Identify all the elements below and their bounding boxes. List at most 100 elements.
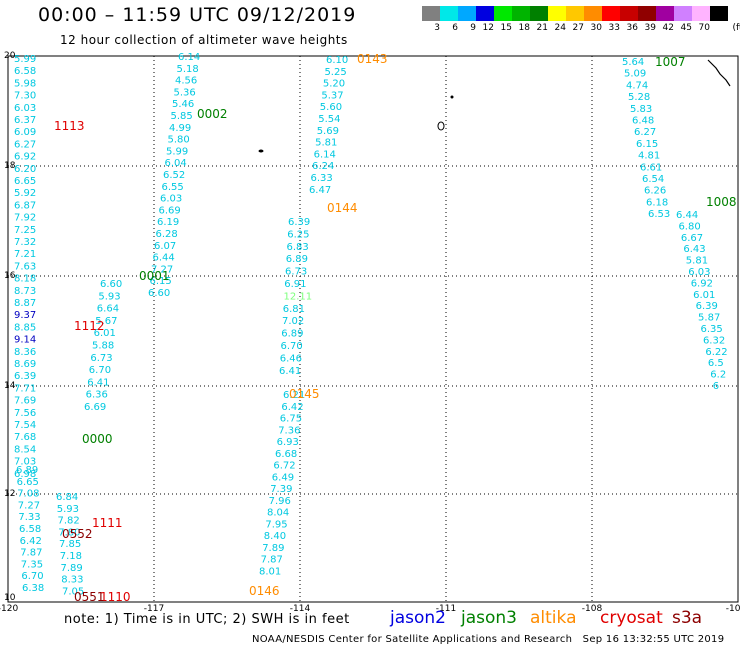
coastline xyxy=(707,59,731,87)
wave-height-value: 6.73 xyxy=(285,267,307,278)
legend-swatch xyxy=(710,6,729,21)
wave-height-value: 6.38 xyxy=(22,583,44,594)
wave-height-value: 6.98 xyxy=(14,469,36,480)
wave-height-value: 6.39 xyxy=(14,371,36,382)
wave-height-value: 6.35 xyxy=(701,324,723,335)
wave-height-value: 6.80 xyxy=(678,221,700,232)
legend-label: 15 xyxy=(500,23,512,33)
footer-credit: NOAA/NESDIS Center for Satellite Applica… xyxy=(252,634,725,645)
wave-height-value: 5.67 xyxy=(95,316,117,327)
wave-height-value: 6.64 xyxy=(97,304,119,315)
wave-height-value: 6.21 xyxy=(283,390,305,401)
wave-height-value: 6.89 xyxy=(286,254,308,265)
wave-height-value: 7.32 xyxy=(14,237,36,248)
wave-height-value: 6.53 xyxy=(648,209,670,220)
wave-height-value: 6.42 xyxy=(20,536,42,547)
track-time-label: 0552 xyxy=(62,527,93,541)
island-marker xyxy=(437,121,445,131)
wave-height-value: 6.46 xyxy=(280,353,302,364)
lat-tick-label: 20 xyxy=(4,51,16,61)
lon-tick-label: -117 xyxy=(144,604,164,614)
wave-height-value: 6.69 xyxy=(84,402,106,413)
wave-height-value: 7.71 xyxy=(14,383,36,394)
wave-height-value: 6.92 xyxy=(691,278,713,289)
wave-height-value: 5.54 xyxy=(318,114,340,125)
wave-height-value: 5.69 xyxy=(317,126,339,137)
wave-height-value: 4.99 xyxy=(169,123,191,134)
track-time-label: 0002 xyxy=(197,107,228,121)
lon-tick-label: -108 xyxy=(582,604,603,614)
wave-height-value: 6.65 xyxy=(14,176,36,187)
wave-height-value: 6.84 xyxy=(56,492,78,503)
track-time-label: 0145 xyxy=(289,387,320,401)
wave-height-value: 6.14 xyxy=(178,52,200,63)
legend-label: 33 xyxy=(608,23,620,33)
wave-height-value: 5.46 xyxy=(172,99,194,110)
wave-height-value: 6.89 xyxy=(281,329,303,340)
lon-tick-label: -111 xyxy=(436,604,456,614)
wave-height-value: 6.15 xyxy=(636,139,658,150)
wave-height-value: 5.99 xyxy=(14,54,36,65)
wave-height-value: 6.68 xyxy=(275,449,297,460)
wave-height-value: 6.15 xyxy=(150,276,172,287)
wave-height-value: 9.37 xyxy=(14,310,36,321)
legend-label: 39 xyxy=(644,23,656,33)
wave-height-value: 7.36 xyxy=(278,425,300,436)
wave-height-value: 8.18 xyxy=(14,274,36,285)
wave-height-value: 6.22 xyxy=(705,347,727,358)
wave-height-value: 6.03 xyxy=(160,194,182,205)
wave-height-value: 7.68 xyxy=(14,432,36,443)
wave-height-value: 6.41 xyxy=(279,366,301,377)
wave-height-value: 6.92 xyxy=(14,152,36,163)
wave-height-value: 7.95 xyxy=(265,519,287,530)
wave-height-value: 7.96 xyxy=(269,496,291,507)
wave-height-value: 6.49 xyxy=(272,472,294,483)
legend-label: 27 xyxy=(572,23,584,33)
track-time-label: 1007 xyxy=(655,55,686,69)
wave-height-value: 6.55 xyxy=(162,182,184,193)
track-time-label: 0551 xyxy=(74,590,105,604)
track-time-label: 0146 xyxy=(249,584,280,598)
wave-height-value: 8.85 xyxy=(14,322,36,333)
wave-height-value: 7.87 xyxy=(20,548,42,559)
track-time-label: 0143 xyxy=(357,52,388,66)
note-text: note: 1) Time is in UTC; 2) SWH is in fe… xyxy=(64,612,350,627)
island-marker xyxy=(258,149,264,153)
wave-height-value: 7.80 xyxy=(58,527,80,538)
wave-height-value: 6.70 xyxy=(89,365,111,376)
lon-tick-label: -105 xyxy=(726,604,740,614)
wave-height-value: 5.81 xyxy=(315,138,337,149)
track-time-label: 1008 xyxy=(706,195,737,209)
page-title: 00:00 – 11:59 UTC 09/12/2019 xyxy=(38,4,357,26)
wave-height-value: 6.37 xyxy=(14,115,36,126)
wave-height-value: 6.32 xyxy=(703,335,725,346)
track-time-label: 1110 xyxy=(100,590,131,604)
wave-height-value: 5.83 xyxy=(630,104,652,115)
wave-height-value: 5.60 xyxy=(320,102,342,113)
lon-tick-label: -114 xyxy=(290,604,311,614)
legend-label: 36 xyxy=(626,23,638,33)
wave-height-value: 7.82 xyxy=(58,516,80,527)
wave-height-value: 6.19 xyxy=(157,217,179,228)
island-marker xyxy=(450,95,454,99)
wave-height-value: 7.56 xyxy=(14,408,36,419)
wave-height-value: 7.63 xyxy=(14,261,36,272)
wave-height-value: 6.58 xyxy=(19,524,41,535)
lat-tick-label: 12 xyxy=(4,489,15,499)
wave-height-value: 8.69 xyxy=(14,359,36,370)
wave-height-value: 8.36 xyxy=(14,347,36,358)
wave-height-value: 6.60 xyxy=(100,279,122,290)
wave-height-value: 7.21 xyxy=(14,249,36,260)
wave-height-value: 6.44 xyxy=(153,253,175,264)
wave-height-value: 6.47 xyxy=(309,185,331,196)
wave-height-value: 6.04 xyxy=(165,158,187,169)
wave-height-value: 8.01 xyxy=(259,566,281,577)
legend-label: 70 xyxy=(698,23,710,33)
wave-height-value: 7.89 xyxy=(262,543,284,554)
wave-height-value: 8.40 xyxy=(264,531,286,542)
wave-height-value: 6.2 xyxy=(710,370,726,381)
wave-height-value: 6.89 xyxy=(16,465,38,476)
lat-tick-label: 14 xyxy=(4,381,16,391)
wave-height-value: 6.73 xyxy=(90,353,112,364)
wave-height-value: 6.52 xyxy=(163,170,185,181)
